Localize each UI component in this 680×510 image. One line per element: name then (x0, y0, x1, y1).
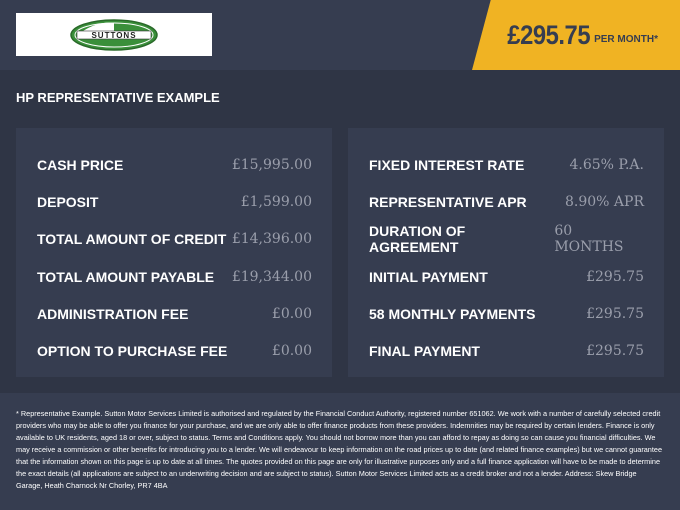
row-label: FINAL PAYMENT (369, 343, 480, 360)
row-value: 8.90% APR (565, 193, 644, 210)
row-value: £19,344.00 (231, 268, 312, 285)
left-finance-panel: CASH PRICE £15,995.00 DEPOSIT £1,599.00 TO… (16, 128, 332, 377)
logo-text: SUTTONS (91, 31, 136, 40)
finance-row: FIXED INTEREST RATE 4.65% P.A. (369, 146, 644, 183)
row-value: £15,995.00 (231, 156, 312, 173)
row-label: DURATION OF AGREEMENT (369, 223, 466, 256)
row-value: £0.00 (271, 305, 312, 322)
finance-row: TOTAL AMOUNT PAYABLE £19,344.00 (37, 258, 312, 295)
logo-emblem-icon: SUTTONS (70, 18, 158, 51)
disclaimer-text: * Representative Example. Sutton Motor S… (16, 409, 663, 490)
row-label: CASH PRICE (37, 156, 124, 173)
monthly-price: £295.75 (507, 19, 591, 50)
disclaimer-footer: * Representative Example. Sutton Motor S… (0, 393, 680, 510)
finance-row: INITIAL PAYMENT £295.75 (369, 258, 644, 295)
row-value: £0.00 (271, 343, 312, 360)
row-label: DEPOSIT (37, 193, 99, 210)
finance-row: OPTION TO PURCHASE FEE £0.00 (37, 332, 312, 369)
suttons-logo: SUTTONS (16, 13, 212, 56)
row-label: 58 MONTHLY PAYMENTS (369, 305, 536, 322)
finance-row: 58 MONTHLY PAYMENTS £295.75 (369, 295, 644, 332)
monthly-price-banner: £295.75 PER MONTH* (472, 0, 680, 70)
row-label: ADMINISTRATION FEE (37, 305, 189, 322)
header-bar: SUTTONS £295.75 PER MONTH* (0, 0, 680, 70)
row-value: £295.75 (586, 268, 644, 285)
finance-row: DURATION OF AGREEMENT 60 MONTHS (369, 221, 644, 258)
row-value: 4.65% P.A. (569, 156, 644, 173)
row-value: £14,396.00 (231, 231, 312, 248)
finance-row: ADMINISTRATION FEE £0.00 (37, 295, 312, 332)
right-finance-panel: FIXED INTEREST RATE 4.65% P.A. REPRESENTA… (348, 128, 664, 377)
row-label: INITIAL PAYMENT (369, 268, 488, 285)
finance-row: CASH PRICE £15,995.00 (37, 146, 312, 183)
row-value: £1,599.00 (240, 193, 312, 210)
finance-row: TOTAL AMOUNT OF CREDIT £14,396.00 (37, 221, 312, 258)
finance-row: FINAL PAYMENT £295.75 (369, 332, 644, 369)
row-value: 60 MONTHS (554, 223, 624, 256)
row-label: FIXED INTEREST RATE (369, 156, 525, 173)
finance-row: DEPOSIT £1,599.00 (37, 183, 312, 220)
finance-row: REPRESENTATIVE APR 8.90% APR (369, 183, 644, 220)
row-label: TOTAL AMOUNT OF CREDIT (37, 231, 227, 248)
row-label: TOTAL AMOUNT PAYABLE (37, 268, 215, 285)
section-title: HP REPRESENTATIVE EXAMPLE (16, 90, 220, 105)
row-value: £295.75 (586, 343, 644, 360)
per-month-label: PER MONTH* (594, 33, 658, 45)
row-label: REPRESENTATIVE APR (369, 193, 527, 210)
row-value: £295.75 (586, 305, 644, 322)
row-label: OPTION TO PURCHASE FEE (37, 343, 228, 360)
